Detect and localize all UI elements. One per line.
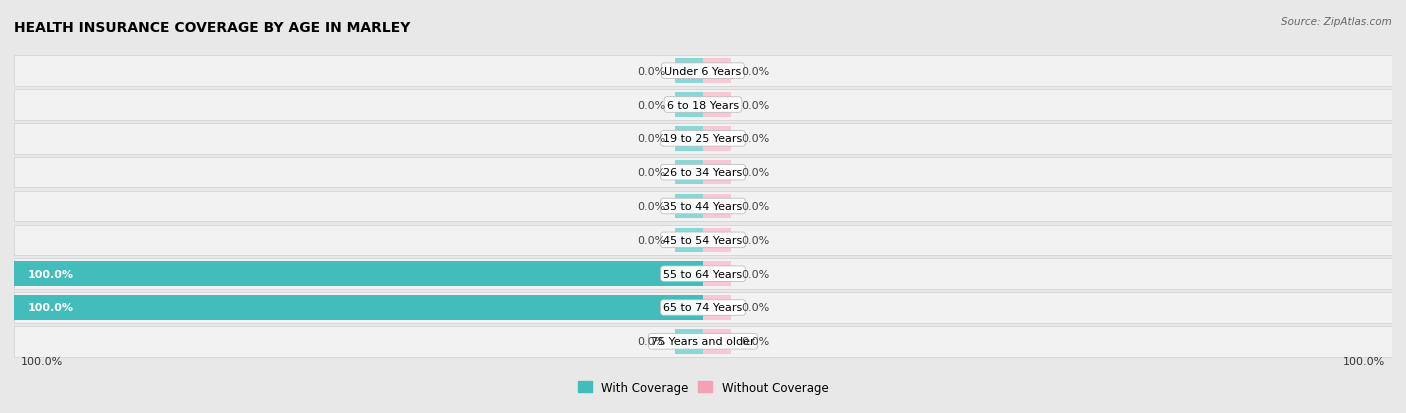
Bar xyxy=(675,127,703,151)
Text: Source: ZipAtlas.com: Source: ZipAtlas.com xyxy=(1281,17,1392,26)
Text: 0.0%: 0.0% xyxy=(637,168,665,178)
Bar xyxy=(703,127,731,151)
Text: 100.0%: 100.0% xyxy=(28,303,75,313)
Bar xyxy=(14,262,703,286)
Text: 55 to 64 Years: 55 to 64 Years xyxy=(664,269,742,279)
Text: 19 to 25 Years: 19 to 25 Years xyxy=(664,134,742,144)
Text: 0.0%: 0.0% xyxy=(741,100,769,110)
Bar xyxy=(14,292,1392,323)
Text: 0.0%: 0.0% xyxy=(741,168,769,178)
Bar xyxy=(14,259,1392,289)
Bar xyxy=(14,158,1392,188)
Text: Under 6 Years: Under 6 Years xyxy=(665,66,741,76)
Bar xyxy=(675,59,703,84)
Bar xyxy=(14,225,1392,255)
Bar xyxy=(14,56,1392,87)
Text: 0.0%: 0.0% xyxy=(741,202,769,211)
Text: 0.0%: 0.0% xyxy=(741,337,769,347)
Bar xyxy=(14,191,1392,222)
Text: HEALTH INSURANCE COVERAGE BY AGE IN MARLEY: HEALTH INSURANCE COVERAGE BY AGE IN MARL… xyxy=(14,21,411,35)
Text: 0.0%: 0.0% xyxy=(741,269,769,279)
Text: 35 to 44 Years: 35 to 44 Years xyxy=(664,202,742,211)
Text: 0.0%: 0.0% xyxy=(637,202,665,211)
Bar xyxy=(703,93,731,117)
Text: 0.0%: 0.0% xyxy=(741,303,769,313)
Text: 0.0%: 0.0% xyxy=(637,134,665,144)
Bar xyxy=(675,228,703,252)
Text: 100.0%: 100.0% xyxy=(1343,356,1385,366)
Text: 0.0%: 0.0% xyxy=(741,66,769,76)
Bar xyxy=(675,195,703,218)
Text: 45 to 54 Years: 45 to 54 Years xyxy=(664,235,742,245)
Bar xyxy=(675,161,703,185)
Text: 6 to 18 Years: 6 to 18 Years xyxy=(666,100,740,110)
Text: 100.0%: 100.0% xyxy=(21,356,63,366)
Bar xyxy=(703,329,731,354)
Text: 65 to 74 Years: 65 to 74 Years xyxy=(664,303,742,313)
Bar xyxy=(14,124,1392,154)
Bar xyxy=(703,296,731,320)
Text: 75 Years and older: 75 Years and older xyxy=(651,337,755,347)
Bar xyxy=(703,59,731,84)
Bar xyxy=(14,90,1392,121)
Legend: With Coverage, Without Coverage: With Coverage, Without Coverage xyxy=(572,376,834,399)
Text: 26 to 34 Years: 26 to 34 Years xyxy=(664,168,742,178)
Text: 0.0%: 0.0% xyxy=(637,66,665,76)
Bar xyxy=(703,195,731,218)
Text: 0.0%: 0.0% xyxy=(741,134,769,144)
Text: 0.0%: 0.0% xyxy=(741,235,769,245)
Text: 0.0%: 0.0% xyxy=(637,100,665,110)
Text: 0.0%: 0.0% xyxy=(637,235,665,245)
Bar xyxy=(703,262,731,286)
Bar xyxy=(675,329,703,354)
Text: 100.0%: 100.0% xyxy=(28,269,75,279)
Bar xyxy=(14,326,1392,357)
Bar xyxy=(14,296,703,320)
Bar xyxy=(703,228,731,252)
Text: 0.0%: 0.0% xyxy=(637,337,665,347)
Bar xyxy=(675,93,703,117)
Bar xyxy=(703,161,731,185)
